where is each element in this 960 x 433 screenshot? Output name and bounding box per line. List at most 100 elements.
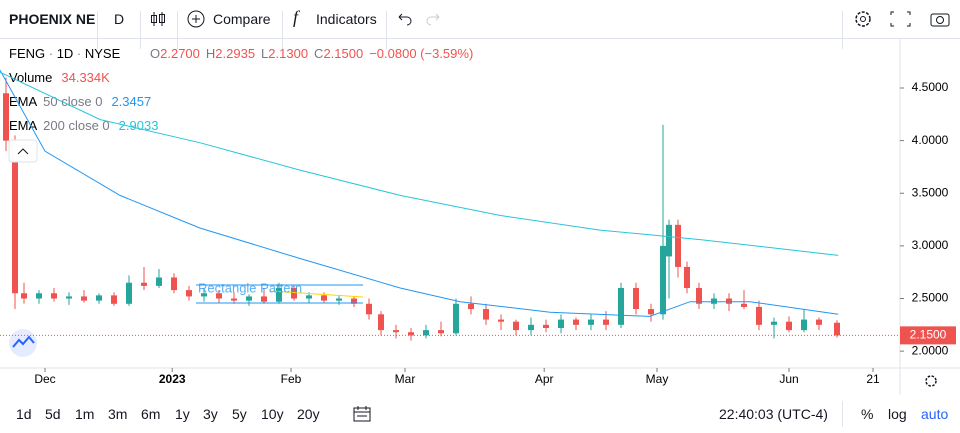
candle-body bbox=[558, 319, 564, 328]
candle-body bbox=[588, 319, 594, 325]
exchange: NYSE bbox=[85, 46, 121, 61]
candle-body bbox=[21, 293, 27, 299]
compare-button[interactable]: Compare bbox=[213, 11, 271, 27]
ema-line bbox=[0, 69, 839, 317]
indicators-icon[interactable]: f bbox=[293, 7, 299, 27]
plot-area bbox=[0, 69, 840, 341]
range-button[interactable]: 3y bbox=[203, 406, 218, 422]
candle-body bbox=[498, 319, 504, 322]
legend-ticker: FENG · 1D · NYSE bbox=[9, 46, 121, 61]
candle-body bbox=[12, 140, 18, 294]
last-price-box bbox=[900, 326, 956, 345]
candle-body bbox=[36, 293, 42, 299]
indicator-value: 2.3457 bbox=[111, 94, 151, 109]
indicator-value: 34.334K bbox=[61, 70, 110, 85]
x-tick-label: Jun bbox=[779, 372, 798, 386]
ticker: FENG bbox=[9, 46, 45, 61]
auto-button[interactable]: auto bbox=[921, 406, 949, 422]
candle-body bbox=[528, 324, 534, 331]
candle-body bbox=[543, 324, 549, 328]
ohlc-value: 2.1500 bbox=[323, 46, 363, 61]
candle-body bbox=[453, 303, 459, 334]
ohlc-key: H bbox=[206, 46, 215, 61]
candle-body bbox=[3, 93, 9, 141]
candle-body bbox=[201, 293, 207, 297]
symbol-search[interactable]: PHOENIX NE bbox=[9, 11, 96, 27]
clock: 22:40:03 (UTC-4) bbox=[719, 406, 828, 422]
candle-body bbox=[726, 298, 732, 304]
separator bbox=[97, 11, 98, 49]
candle-body bbox=[111, 295, 117, 304]
candle-body bbox=[660, 245, 666, 315]
range-button[interactable]: 3m bbox=[108, 406, 128, 422]
x-tick-label: 2023 bbox=[159, 372, 186, 386]
range-button[interactable]: 1m bbox=[75, 406, 95, 422]
candle-body bbox=[801, 319, 807, 331]
collapse-button[interactable] bbox=[8, 139, 38, 163]
candle-body bbox=[351, 298, 357, 304]
candle-body bbox=[573, 319, 579, 325]
chart-type-icon[interactable] bbox=[148, 9, 168, 29]
indicators-button[interactable]: Indicators bbox=[316, 11, 377, 27]
date-range-icon[interactable] bbox=[352, 405, 372, 423]
candle-body bbox=[51, 293, 57, 299]
x-tick-label: 21 bbox=[866, 372, 880, 386]
interval-button[interactable]: D bbox=[114, 11, 125, 27]
indicator-legend: EMA 50 close 0 2.3457 bbox=[9, 94, 151, 109]
x-tick-label: Dec bbox=[34, 372, 55, 386]
separator bbox=[842, 401, 843, 427]
candle-body bbox=[648, 309, 654, 315]
candle-body bbox=[306, 295, 312, 299]
candle-body bbox=[483, 309, 489, 320]
range-button[interactable]: 1y bbox=[175, 406, 190, 422]
candle-body bbox=[186, 290, 192, 297]
candle-body bbox=[696, 288, 702, 304]
candle-body bbox=[231, 298, 237, 301]
log-button[interactable]: log bbox=[888, 406, 907, 422]
candle-body bbox=[468, 303, 474, 310]
candle-body bbox=[66, 296, 72, 299]
bottom-toolbar: 1d 5d 1m 3m 6m 1y 3y 5y 10y 20y 22:40:03 (UTC-4) … bbox=[0, 395, 960, 433]
y-tick-label: 4.0000 bbox=[912, 133, 949, 147]
range-button[interactable]: 6m bbox=[141, 406, 161, 422]
axis-settings[interactable] bbox=[925, 375, 937, 387]
candle-body bbox=[408, 332, 414, 336]
legend: FENG · 1D · NYSE O2.2700 H2.2935 L2.1300 C2… bbox=[9, 46, 473, 133]
candle-body bbox=[336, 298, 342, 301]
candle-body bbox=[276, 288, 282, 302]
candle-body bbox=[771, 321, 777, 325]
range-button[interactable]: 5y bbox=[232, 406, 247, 422]
candle-body bbox=[378, 314, 384, 331]
candle-body bbox=[246, 296, 252, 301]
candle-body bbox=[216, 293, 222, 299]
undo-redo[interactable] bbox=[395, 9, 443, 29]
dot: · bbox=[45, 46, 57, 61]
pattern-line bbox=[269, 290, 364, 298]
percent-button[interactable]: % bbox=[861, 406, 874, 422]
range-button[interactable]: 1d bbox=[16, 406, 32, 422]
range-button[interactable]: 5d bbox=[45, 406, 61, 422]
ohlc-key: L bbox=[261, 46, 268, 61]
range-button[interactable]: 20y bbox=[297, 406, 320, 422]
indicator-value: 2.9033 bbox=[119, 118, 159, 133]
candle-body bbox=[756, 306, 762, 325]
candle-body bbox=[786, 321, 792, 331]
y-tick-label: 3.5000 bbox=[912, 185, 949, 199]
candle-body bbox=[666, 224, 672, 257]
candle-body bbox=[261, 296, 267, 302]
right-tools[interactable] bbox=[852, 9, 952, 29]
indicator-legend: EMA 200 close 0 2.9033 bbox=[9, 118, 158, 133]
candle-body bbox=[321, 295, 327, 301]
change: −0.0800 (−3.59%) bbox=[369, 46, 473, 61]
ohlc-value: 2.2700 bbox=[160, 46, 200, 61]
y-tick-label: 2.5000 bbox=[912, 291, 949, 305]
separator bbox=[842, 11, 843, 49]
pattern-label: Rectangle Pattern bbox=[198, 280, 302, 295]
chart: FENG · 1D · NYSE O2.2700 H2.2935 L2.1300 C2… bbox=[0, 38, 960, 395]
range-button[interactable]: 10y bbox=[261, 406, 284, 422]
logo bbox=[9, 329, 37, 357]
compare-icon[interactable] bbox=[186, 9, 206, 29]
candle-body bbox=[684, 266, 690, 288]
x-tick-label: Feb bbox=[281, 372, 302, 386]
